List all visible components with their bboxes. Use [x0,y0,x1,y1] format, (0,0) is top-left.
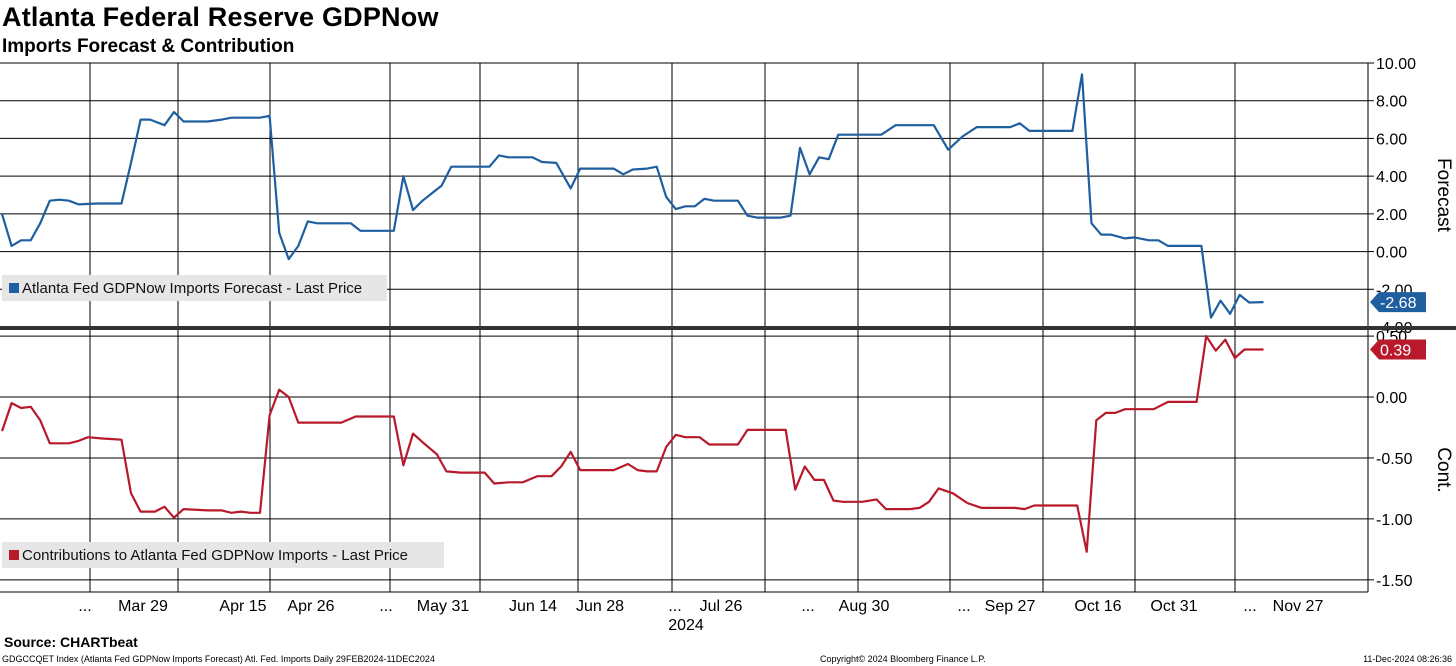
last-value-tag [1370,292,1426,313]
forecast-series-line [0,73,1264,319]
y-tick-label: 6.00 [1376,131,1407,148]
x-tick-label: ... [379,598,392,615]
x-tick-label: Mar 29 [118,598,168,615]
x-tick-label: ... [957,598,970,615]
x-axis: ... Mar 29 Apr 15 Apr 26... May 31 Jun 14 Jun … [78,598,1323,634]
legend-swatch [9,283,19,293]
x-tick-label: ... [668,598,681,615]
y-tick-label: 10.00 [1376,56,1416,73]
chart-subtitle: Imports Forecast & Contribution [2,36,295,57]
legend-box [2,275,387,301]
panel-divider [0,326,1456,330]
contribution-series-line [0,335,1264,553]
y-tick-label: 2.00 [1376,207,1407,224]
y-tick-label: -1.50 [1376,573,1413,590]
x-year-label: 2024 [668,617,704,634]
x-tick-label: Sep 27 [985,598,1036,615]
last-value-label: 0.39 [1380,342,1411,359]
y-axis-label: Cont. [1433,447,1454,492]
legend-swatch [9,550,19,560]
x-tick-label: Nov 27 [1273,598,1324,615]
x-tick-label: May 31 [417,598,470,615]
y-tick-label: 0.00 [1376,245,1407,262]
x-tick-label: ... [78,598,91,615]
x-tick-label: Aug 30 [839,598,890,615]
x-tick-label: Oct 16 [1074,598,1121,615]
x-tick-label: ... [801,598,814,615]
x-tick-label: Oct 31 [1150,598,1197,615]
y-tick-label: 4.00 [1376,169,1407,186]
x-tick-label: Apr 26 [287,598,334,615]
legend-label: Contributions to Atlanta Fed GDPNow Impo… [22,547,408,564]
y-tick-label: 0.00 [1376,390,1407,407]
contribution-panel: 0.500.00-0.50-1.00-1.50Cont.Contribution… [0,329,1454,592]
last-value-tag [1370,339,1426,360]
timestamp-note: 11-Dec-2024 08:26:36 [1363,654,1452,664]
copyright-note: Copyright© 2024 Bloomberg Finance L.P. [820,654,986,664]
forecast-panel: 10.008.006.004.002.000.00-2.00-4.00Forec… [0,56,1454,337]
x-tick-label: Apr 15 [219,598,266,615]
ticker-note: GDGCCQET Index (Atlanta Fed GDPNow Impor… [2,654,435,664]
last-value-label: -2.68 [1380,295,1417,312]
x-tick-label: ... [1243,598,1256,615]
legend-box [2,542,444,568]
x-tick-label: Jun 28 [576,598,624,615]
y-tick-label: -1.00 [1376,512,1413,529]
y-tick-label: 8.00 [1376,94,1407,111]
chart-title: Atlanta Federal Reserve GDPNow [2,2,439,32]
x-tick-label: Jun 14 [509,598,557,615]
x-tick-label: Jul 26 [700,598,743,615]
y-tick-label: -0.50 [1376,451,1413,468]
y-axis-label: Forecast [1433,158,1454,233]
source-note: Source: CHARTbeat [4,634,138,650]
legend-label: Atlanta Fed GDPNow Imports Forecast - La… [22,280,362,297]
